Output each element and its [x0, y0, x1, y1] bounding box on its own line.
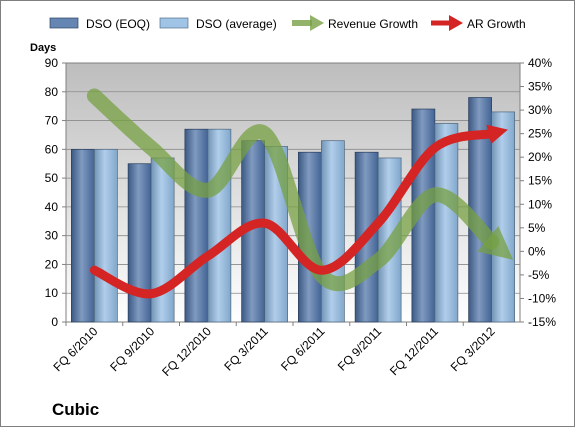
x-tick-label: FQ 6/2011: [278, 324, 328, 374]
y2-tick-label: 10%: [528, 197, 552, 211]
bar-dso-average: [491, 111, 515, 323]
y2-tick-label: 20%: [528, 150, 552, 164]
y2-tick-label: 40%: [528, 56, 552, 70]
legend-swatch: [49, 17, 79, 29]
y-tick-label: 30: [45, 229, 59, 243]
x-tick-label: FQ 3/2011: [221, 324, 271, 374]
y2-tick-label: -5%: [528, 268, 550, 282]
legend-label: AR Growth: [467, 17, 526, 31]
y-tick-label: 70: [45, 114, 59, 128]
y2-tick-label: 25%: [528, 127, 552, 141]
y2-tick-label: 5%: [528, 221, 546, 235]
y2-tick-label: -10%: [528, 291, 556, 305]
y-tick-label: 40: [45, 200, 59, 214]
y-tick-label: 0: [51, 315, 58, 329]
y-tick-label: 50: [45, 171, 59, 185]
ar-growth-arrow: [89, 124, 508, 299]
bar-dso-eoq: [71, 148, 95, 323]
y-tick-label: 10: [45, 286, 59, 300]
bar-dso-average: [94, 148, 118, 323]
revenue-growth-arrow: [86, 88, 514, 292]
legend-label: DSO (EOQ): [86, 17, 150, 31]
bar-dso-average: [434, 123, 459, 323]
legend-label: DSO (average): [196, 17, 277, 31]
legend-label: Revenue Growth: [328, 17, 418, 31]
y2-tick-label: -15%: [528, 315, 556, 329]
bar-dso-eoq: [184, 128, 209, 323]
y-tick-label: 80: [45, 85, 59, 99]
legend-swatch: [159, 17, 189, 29]
x-tick-label: FQ 3/2012: [448, 324, 498, 374]
y-tick-label: 20: [45, 257, 59, 271]
company-label: Cubic: [52, 400, 99, 419]
y-tick-label: 90: [45, 56, 59, 70]
bar-dso-average: [321, 140, 345, 323]
x-tick-label: FQ 9/2011: [335, 324, 385, 374]
y2-tick-label: 0%: [528, 244, 546, 258]
legend: DSO (EOQ) DSO (average) Revenue Growth AR G…: [49, 15, 526, 31]
legend-arrow-head: [310, 15, 324, 31]
x-tick-label: FQ 12/2011: [387, 324, 441, 378]
x-tick-label: FQ 9/2010: [107, 324, 157, 374]
y2-tick-label: 35%: [528, 80, 552, 94]
y-axis-title: Days: [30, 42, 56, 54]
legend-arrow-head: [449, 15, 463, 31]
y-tick-label: 60: [45, 142, 59, 156]
x-tick-label: FQ 6/2010: [51, 324, 101, 374]
y2-tick-label: 15%: [528, 174, 552, 188]
x-tick-label: FQ 12/2010: [159, 324, 214, 379]
y2-tick-label: 30%: [528, 103, 552, 117]
